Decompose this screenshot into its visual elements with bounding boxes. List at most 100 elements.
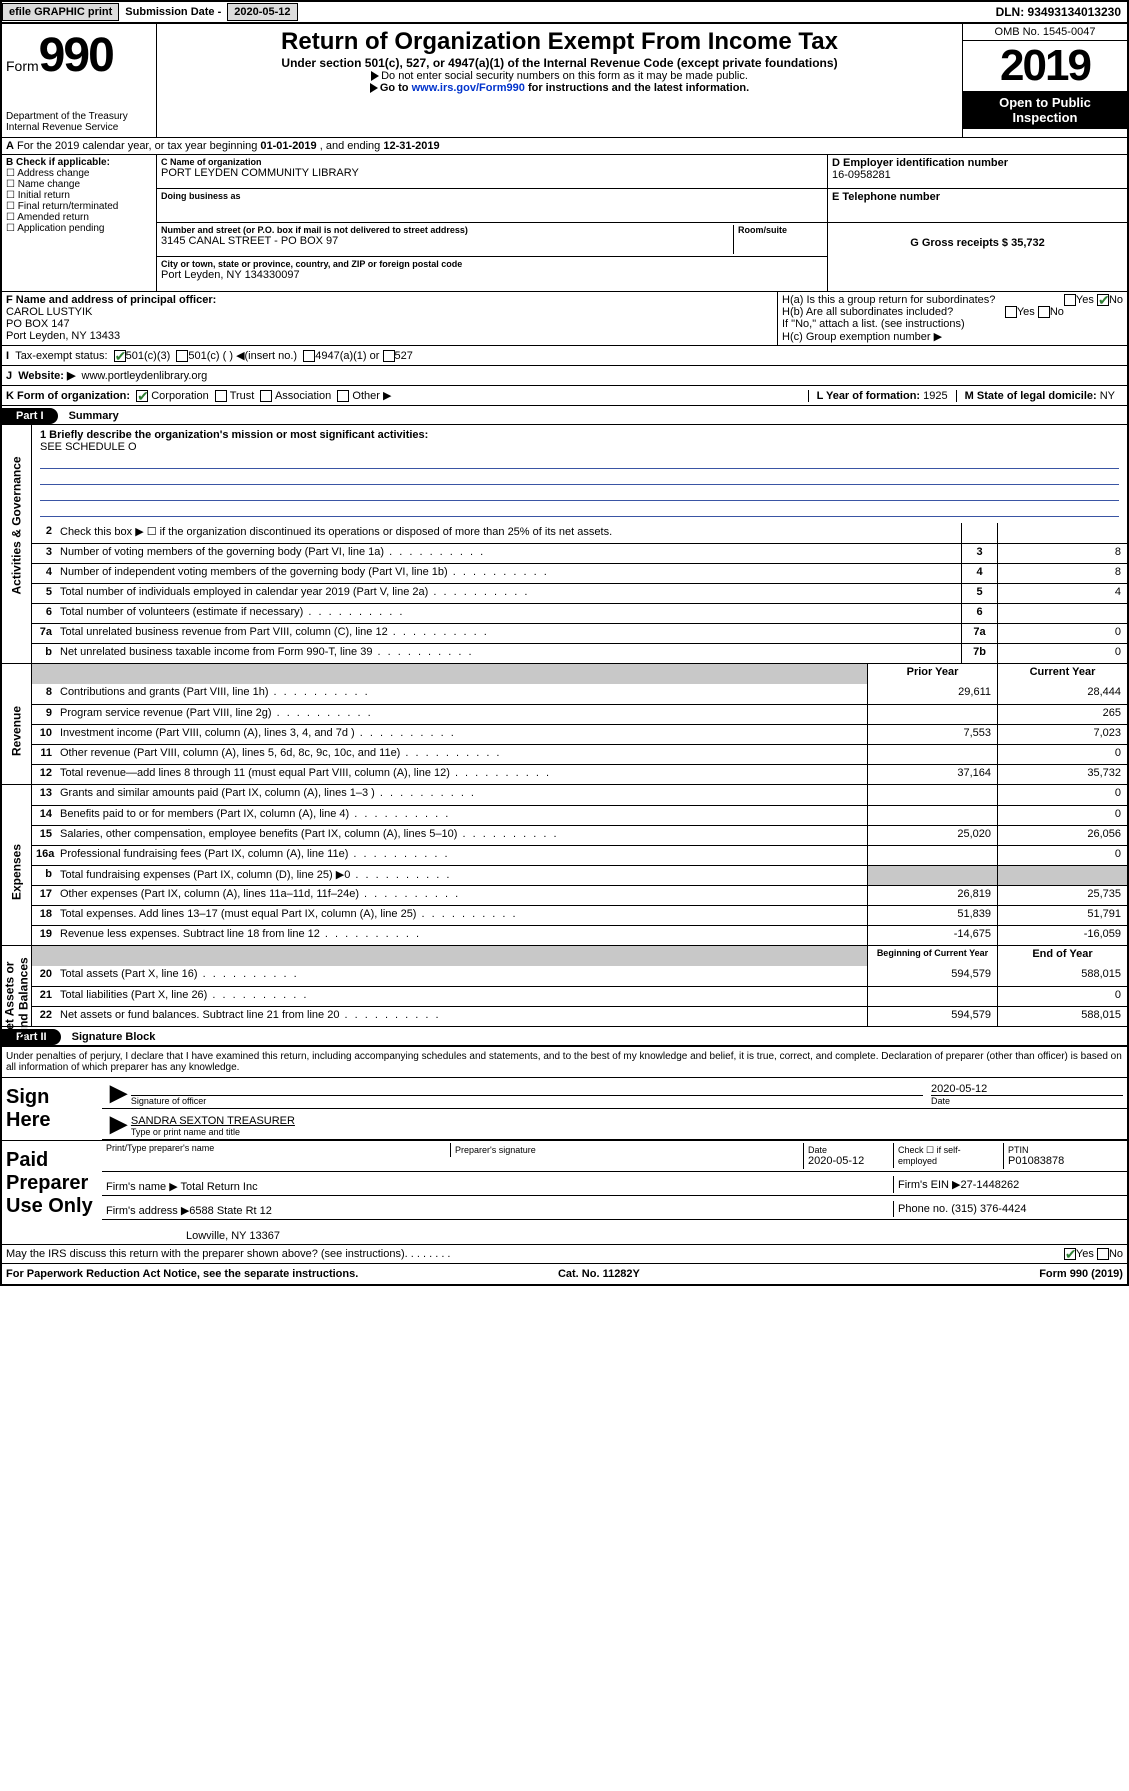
mission-text: SEE SCHEDULE O — [40, 441, 137, 453]
sig-date: 2020-05-12 — [931, 1083, 987, 1095]
arrow-icon: ▶ — [106, 1111, 131, 1137]
year-formation: 1925 — [923, 390, 947, 402]
table-row: 5Total number of individuals employed in… — [32, 583, 1127, 603]
prep-h4: Check ☐ if self-employed — [893, 1143, 1003, 1168]
prep-h1: Print/Type preparer's name — [106, 1143, 450, 1153]
dba-label: Doing business as — [161, 191, 823, 201]
table-row: 7aTotal unrelated business revenue from … — [32, 623, 1127, 643]
firm-name: Total Return Inc — [181, 1181, 258, 1193]
section-b: B Check if applicable: ☐ Address change … — [2, 155, 157, 291]
form-body: Form990 Department of the Treasury Inter… — [0, 24, 1129, 1286]
ha-yes[interactable] — [1064, 294, 1076, 306]
table-row: 10Investment income (Part VIII, column (… — [32, 724, 1127, 744]
chk-address[interactable]: ☐ Address change — [6, 168, 152, 179]
triangle-icon — [370, 83, 378, 93]
chk-name[interactable]: ☐ Name change — [6, 179, 152, 190]
hb-no[interactable] — [1038, 306, 1050, 318]
sig-name-label: Type or print name and title — [131, 1127, 1123, 1137]
irs-link[interactable]: www.irs.gov/Form990 — [412, 82, 525, 94]
table-row: 18Total expenses. Add lines 13–17 (must … — [32, 905, 1127, 925]
form-number: 990 — [39, 29, 113, 82]
officer-label: F Name and address of principal officer: — [6, 294, 216, 306]
prep-h3: Date — [808, 1145, 889, 1155]
table-row: 20Total assets (Part X, line 16)594,5795… — [32, 966, 1127, 986]
firm-label: Firm's name ▶ — [106, 1181, 178, 1193]
section-h: H(a) Is this a group return for subordin… — [777, 292, 1127, 345]
hb-note: If "No," attach a list. (see instruction… — [782, 318, 1123, 330]
part2-label: Signature Block — [64, 1029, 164, 1045]
table-row: 13Grants and similar amounts paid (Part … — [32, 785, 1127, 805]
table-row: 12Total revenue—add lines 8 through 11 (… — [32, 764, 1127, 784]
firm-ein: 27-1448262 — [961, 1179, 1020, 1191]
table-row: 11Other revenue (Part VIII, column (A), … — [32, 744, 1127, 764]
declaration: Under penalties of perjury, I declare th… — [2, 1045, 1127, 1077]
table-row: 21Total liabilities (Part X, line 26)0 — [32, 986, 1127, 1006]
ha-label: H(a) Is this a group return for subordin… — [782, 294, 995, 306]
table-row: 3Number of voting members of the governi… — [32, 543, 1127, 563]
phone-label: E Telephone number — [832, 191, 940, 203]
city: Port Leyden, NY 134330097 — [161, 269, 823, 281]
i-501c3[interactable] — [114, 350, 126, 362]
i-527[interactable] — [383, 350, 395, 362]
begin-year-hdr: Beginning of Current Year — [867, 946, 997, 966]
firm-addr-label: Firm's address ▶ — [106, 1205, 189, 1217]
form-note2: Go to www.irs.gov/Form990 for instructio… — [165, 82, 954, 94]
side-expenses: Expenses — [2, 785, 32, 945]
firm-addr: 6588 State Rt 12 — [189, 1205, 272, 1217]
sig-name: SANDRA SEXTON TREASURER — [131, 1115, 295, 1127]
preparer-label: Paid Preparer Use Only — [2, 1141, 102, 1244]
k-corp[interactable] — [136, 390, 148, 402]
officer-name: CAROL LUSTYIK — [6, 306, 92, 318]
firm-city: Lowville, NY 13367 — [106, 1230, 1123, 1242]
form-subtitle: Under section 501(c), 527, or 4947(a)(1)… — [165, 56, 954, 70]
prep-h2: Preparer's signature — [455, 1145, 799, 1155]
hb-label: H(b) Are all subordinates included? — [782, 306, 953, 318]
table-row: bNet unrelated business taxable income f… — [32, 643, 1127, 663]
section-c: C Name of organizationPORT LEYDEN COMMUN… — [157, 155, 827, 291]
end-year-hdr: End of Year — [997, 946, 1127, 966]
efile-button[interactable]: efile GRAPHIC print — [2, 3, 119, 21]
section-i: I Tax-exempt status: 501(c)(3) 501(c) ( … — [2, 345, 1127, 365]
org-name: PORT LEYDEN COMMUNITY LIBRARY — [161, 167, 823, 179]
chk-initial[interactable]: ☐ Initial return — [6, 190, 152, 201]
part1-label: Summary — [61, 408, 127, 424]
section-b-label: B Check if applicable: — [6, 157, 110, 168]
addr: 3145 CANAL STREET - PO BOX 97 — [161, 235, 733, 247]
open-inspection: Open to Public Inspection — [963, 91, 1127, 129]
chk-pending[interactable]: ☐ Application pending — [6, 223, 152, 234]
top-bar: efile GRAPHIC print Submission Date - 20… — [0, 0, 1129, 24]
table-row: 16aProfessional fundraising fees (Part I… — [32, 845, 1127, 865]
sig-date-label: Date — [931, 1095, 1123, 1106]
omb-number: OMB No. 1545-0047 — [963, 24, 1127, 41]
chk-final[interactable]: ☐ Final return/terminated — [6, 201, 152, 212]
foot-left: For Paperwork Reduction Act Notice, see … — [6, 1268, 358, 1280]
website: www.portleydenlibrary.org — [82, 370, 208, 382]
table-row: 6Total number of volunteers (estimate if… — [32, 603, 1127, 623]
k-trust[interactable] — [215, 390, 227, 402]
discuss-yes[interactable] — [1064, 1248, 1076, 1260]
side-governance: Activities & Governance — [2, 425, 32, 663]
discuss-no[interactable] — [1097, 1248, 1109, 1260]
table-row: 8Contributions and grants (Part VIII, li… — [32, 684, 1127, 704]
row-a: A For the 2019 calendar year, or tax yea… — [2, 137, 1127, 154]
chk-amended[interactable]: ☐ Amended return — [6, 212, 152, 223]
ein-label: D Employer identification number — [832, 157, 1008, 169]
hb-yes[interactable] — [1005, 306, 1017, 318]
k-other[interactable] — [337, 390, 349, 402]
mission-block: 1 Briefly describe the organization's mi… — [32, 425, 1127, 523]
officer-addr2: Port Leyden, NY 13433 — [6, 330, 120, 342]
prep-ptin: P01083878 — [1008, 1155, 1064, 1167]
table-row: 2Check this box ▶ ☐ if the organization … — [32, 523, 1127, 543]
officer-addr1: PO BOX 147 — [6, 318, 70, 330]
ha-no[interactable] — [1097, 294, 1109, 306]
sign-here-label: Sign Here — [2, 1078, 102, 1140]
gross-label: G Gross receipts $ — [910, 237, 1011, 249]
k-assoc[interactable] — [260, 390, 272, 402]
side-netassets: Net Assets orFund Balances — [2, 946, 32, 1026]
form-note1: Do not enter social security numbers on … — [165, 70, 954, 82]
table-row: 19Revenue less expenses. Subtract line 1… — [32, 925, 1127, 945]
i-4947[interactable] — [303, 350, 315, 362]
ein: 16-0958281 — [832, 169, 1123, 181]
i-501c[interactable] — [176, 350, 188, 362]
form-word: Form — [6, 58, 39, 74]
